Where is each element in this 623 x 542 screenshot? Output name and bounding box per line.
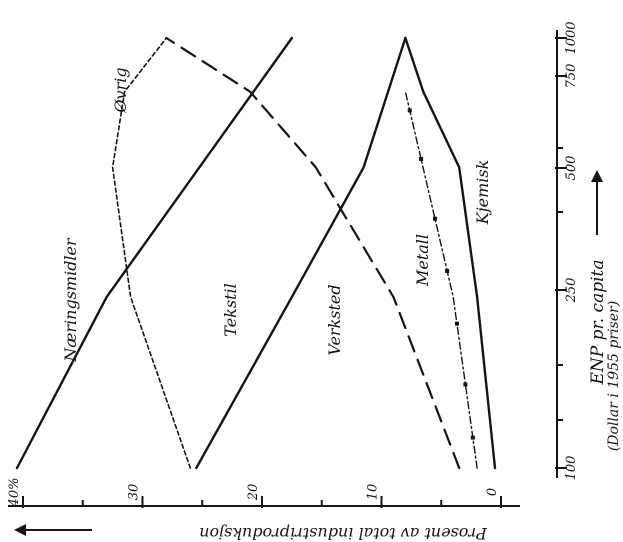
x-tick-label: 100 [564, 456, 579, 481]
series-label-kjemisk: Kjemisk [473, 160, 492, 226]
y-axis-arrowhead [14, 524, 26, 536]
series-marker-metall [432, 216, 437, 221]
y-tick-label: 20 [246, 484, 261, 502]
x-axis-subtitle: (Dollar i 1955 priser) [606, 301, 622, 451]
series-marker-metall [463, 382, 468, 387]
series-label-verksted: Verksted [325, 284, 344, 355]
series-line-metall [404, 91, 478, 469]
labels-layer: ENP pr. capita(Dollar i 1955 priser) Pros… [14, 67, 622, 542]
series-marker-metall [454, 321, 459, 326]
series-marker-metall [407, 108, 412, 113]
series-line-verksted [165, 36, 461, 470]
series-label-metall: Metall [413, 234, 432, 287]
x-axis-title: ENP pr. capita [588, 259, 608, 385]
series-marker-metall [419, 156, 424, 161]
y-tick-label: 40% [7, 478, 22, 508]
x-tick-label: 250 [564, 278, 579, 304]
series-marker-metall [470, 435, 475, 440]
series-line-tekstil [195, 36, 407, 470]
series-label-ovrig: Øvrig [111, 67, 130, 113]
series-line-naeringsmidler [15, 36, 294, 470]
series-line-ovrig [111, 37, 192, 469]
x-tick-label: 1000 [564, 21, 579, 54]
y-axis-title: Prosent av total industriproduksjon [199, 524, 488, 542]
x-axis-arrowhead [591, 170, 603, 182]
x-tick-label: 750 [564, 64, 579, 89]
series-label-naeringsmidler: Næringsmidler [61, 237, 80, 363]
axes: 100 250 500 750 1000 0 10 20 30 40% [7, 21, 579, 508]
y-tick-label: 10 [366, 484, 381, 501]
series-marker-metall [445, 268, 450, 273]
y-tick-label: 0 [485, 488, 500, 496]
x-tick-label: 500 [564, 156, 579, 181]
y-tick-label: 30 [127, 484, 142, 501]
series-line-kjemisk [404, 36, 497, 470]
series-label-tekstil: Tekstil [221, 283, 240, 336]
series-layer [15, 36, 497, 470]
